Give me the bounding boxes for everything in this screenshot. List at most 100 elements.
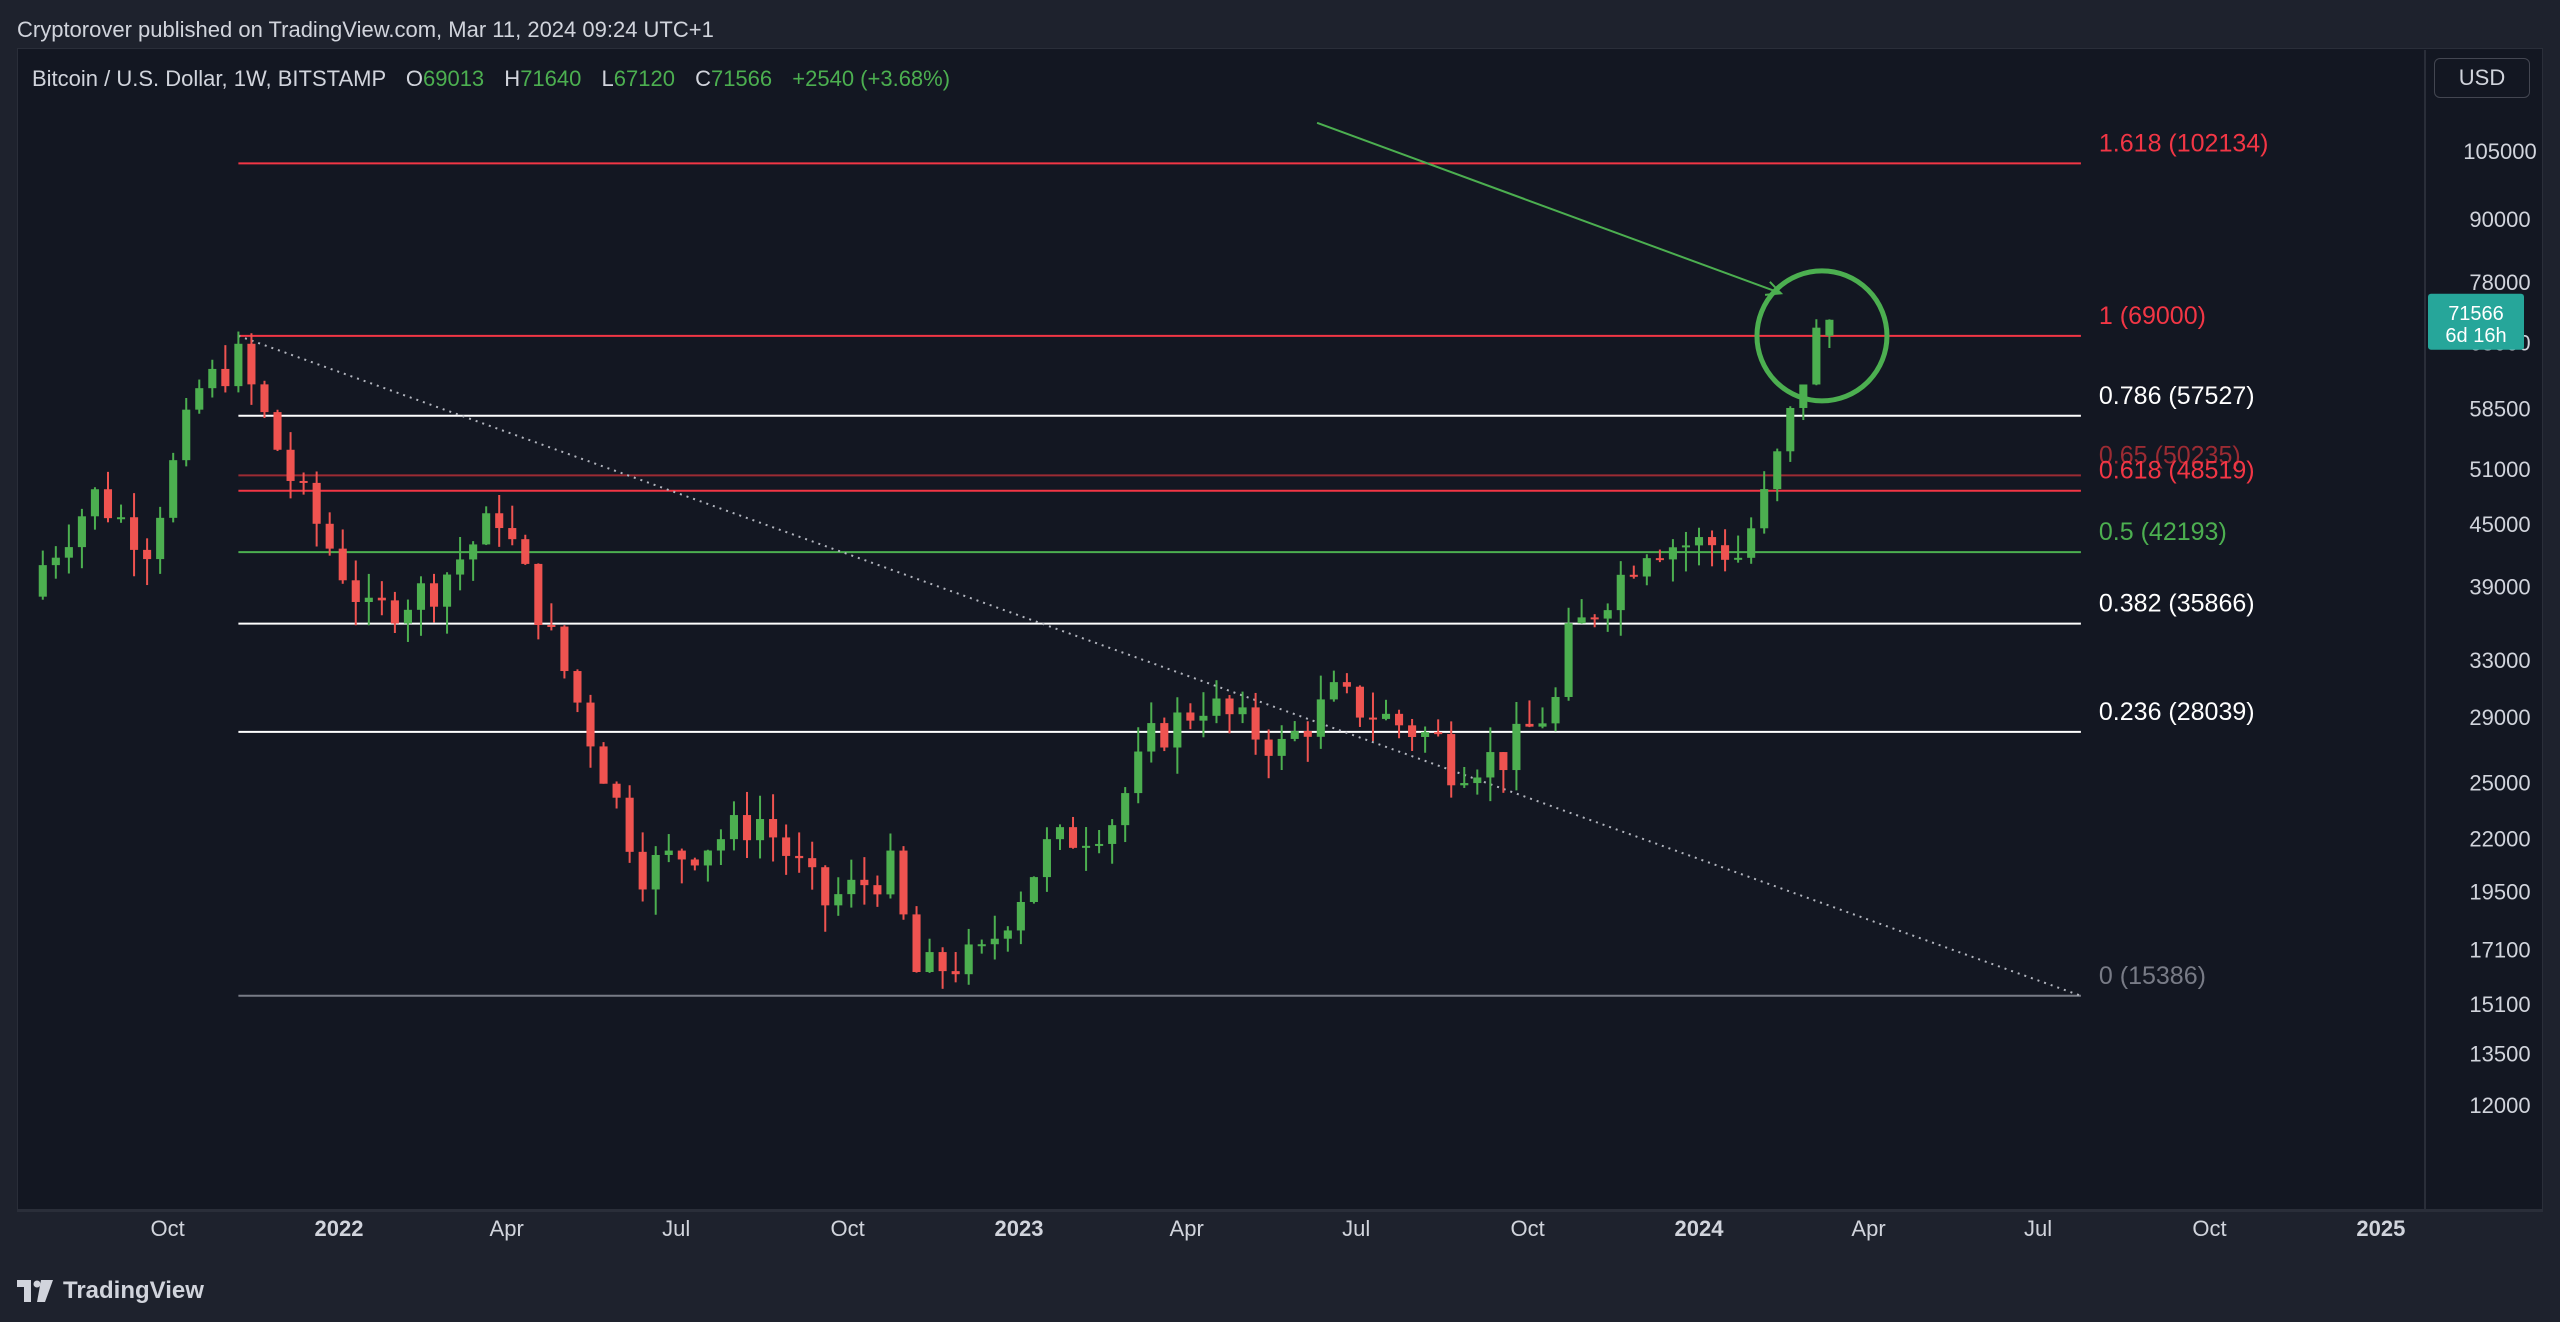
x-tick-label: Apr [1851,1216,1885,1241]
candle-body [299,480,308,483]
fib-level-label: 0.65 (50235) [2099,441,2241,469]
candle-body [64,547,73,558]
candle-body [416,583,426,610]
y-tick-label: 51000 [2469,457,2530,482]
candle-body [312,482,321,524]
candle-body [1434,732,1443,735]
y-tick-label: 33000 [2469,648,2530,673]
low-label: L [601,66,614,91]
candle-body [847,879,856,895]
candle-body [495,513,504,529]
candle-body [1016,902,1025,931]
candle-body [247,343,256,385]
candle-body [1734,557,1743,560]
candle-body [1368,717,1378,720]
x-tick-label: Oct [150,1216,184,1241]
close-value: 71566 [710,66,773,91]
y-tick-label: 12000 [2469,1093,2530,1118]
y-tick-label: 105000 [2463,139,2536,164]
chart-panel[interactable] [17,48,2543,1212]
high-value: 71640 [520,66,582,91]
candle-body [860,879,869,886]
y-tick-label: 29000 [2469,705,2530,730]
candle-body [834,894,843,906]
candle-body [964,944,973,975]
y-tick-label: 39000 [2469,575,2530,600]
candle-body [286,449,295,481]
x-tick-label: Apr [1170,1216,1204,1241]
published-header: Cryptorover published on TradingView.com… [0,0,2560,48]
candle-body [260,384,269,413]
fib-level-label: 0.5 (42193) [2099,518,2227,546]
candle-body [534,563,543,626]
y-tick-label: 19500 [2469,880,2530,905]
candle-body [1095,843,1104,846]
candle-body [221,368,230,387]
candle-body [677,850,686,860]
candle-body [130,517,139,550]
open-label: O [405,66,423,91]
symbol-legend: Bitcoin / U.S. Dollar, 1W, BITSTAMP O690… [32,66,950,92]
candle-body [1082,845,1091,848]
x-tick-label: Jul [2024,1216,2052,1241]
x-tick-label: Jul [1342,1216,1370,1241]
candle-body [403,609,412,624]
published-text: Cryptorover published on TradingView.com… [17,17,714,42]
x-tick-label: Oct [830,1216,864,1241]
candle-body [1694,537,1704,546]
candle-body [690,859,699,866]
currency-button[interactable]: USD [2434,58,2530,98]
candle-body [547,625,556,628]
candle-body [38,565,47,597]
symbol-name: Bitcoin / U.S. Dollar, 1W, BITSTAMP [32,66,386,91]
y-tick-label: 13500 [2469,1041,2530,1066]
y-tick-label: 15100 [2469,992,2530,1017]
candle-body [1042,839,1051,878]
candle-body [821,867,830,906]
fib-level-label: 0 (15386) [2099,962,2206,990]
x-tick-label: 2024 [1675,1216,1725,1241]
change-value: +2540 (+3.68%) [792,66,951,91]
candle-body [508,528,517,540]
fib-level-label: 0.786 (57527) [2099,382,2255,410]
candle-body [638,851,647,890]
y-tick-label: 58500 [2469,396,2530,421]
candle-body [169,460,178,518]
candle-body [1590,617,1599,620]
candle-body [1825,319,1834,336]
candle-body [1447,734,1456,786]
candle-body [1577,617,1586,624]
dotted-trendline [238,334,2082,997]
candle-body [1551,696,1560,724]
candle-body [1381,713,1391,719]
candle-body [1290,731,1299,739]
candle-body [1029,877,1038,903]
y-tick-label: 45000 [2469,512,2530,537]
y-tick-label: 22000 [2469,827,2530,852]
candle-body [234,343,243,387]
candle-body [273,412,282,450]
x-tick-label: Oct [2192,1216,2226,1241]
candle-body [429,583,439,607]
candle-body [1655,558,1664,561]
bar-countdown: 6d 16h [2445,325,2506,347]
candle-body [769,819,778,838]
candle-body [1616,574,1625,611]
candle-body [1225,698,1234,715]
low-value: 67120 [613,66,675,91]
candle-body [1473,777,1482,784]
candle-body [1108,825,1117,844]
candle-body [1512,723,1521,771]
candle-body [1525,723,1534,727]
candle-body [1003,930,1012,939]
candle-body [1812,327,1821,385]
x-tick-label: Oct [1510,1216,1544,1241]
candle-body [703,850,712,866]
candle-body [456,559,465,575]
candle-body [1355,686,1364,718]
candle-body [573,671,582,703]
y-tick-label: 78000 [2469,270,2530,295]
candle-body [482,513,491,545]
last-price-tag [2428,293,2524,350]
